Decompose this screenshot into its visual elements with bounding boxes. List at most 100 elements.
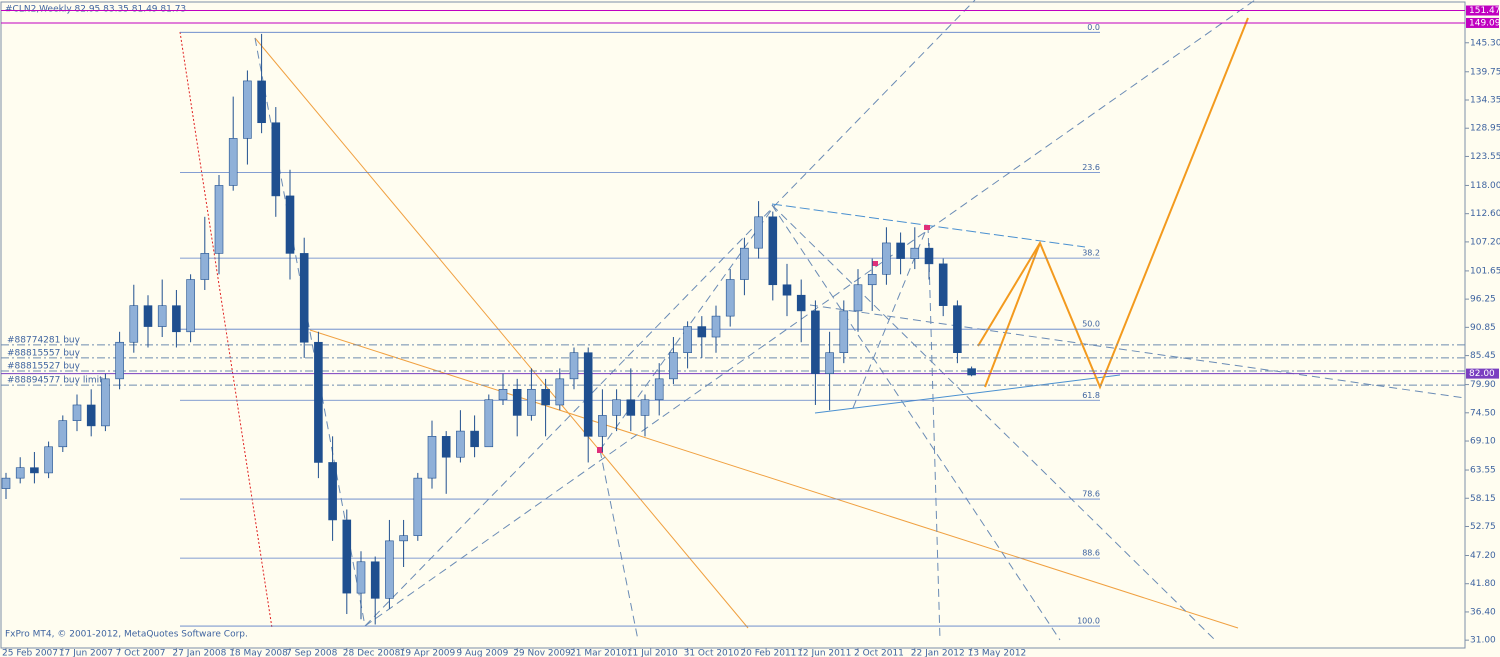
candle-body	[825, 352, 834, 374]
candle-body	[654, 378, 664, 401]
candle-body	[938, 263, 948, 306]
candle-body	[314, 341, 323, 463]
candle-body	[58, 420, 68, 448]
y-tick-label: 123.55	[1470, 152, 1500, 162]
fibo-label: 23.6	[1082, 163, 1100, 172]
y-tick-label: 52.75	[1470, 522, 1496, 532]
candle-body	[228, 138, 238, 186]
candle-body	[683, 326, 692, 354]
marker	[872, 261, 878, 266]
order-label: #88815527 buy	[7, 361, 81, 371]
y-tick-label: 58.15	[1470, 494, 1496, 504]
candle-body	[413, 477, 423, 536]
x-tick-label: 7 Sep 2008	[286, 649, 338, 657]
candle-body	[200, 253, 210, 280]
candle-body	[498, 388, 508, 401]
candle-body	[796, 294, 806, 312]
candle-body	[427, 436, 437, 479]
y-tick-label: 41.80	[1470, 579, 1496, 589]
candle-body	[896, 242, 905, 259]
candle-body	[953, 305, 962, 354]
candle-body	[754, 216, 763, 249]
price-label-box	[1466, 5, 1499, 16]
candle-body	[711, 315, 721, 338]
candle-body	[385, 540, 394, 599]
x-tick-label: 19 Apr 2009	[400, 649, 456, 657]
candle-body	[356, 561, 366, 594]
candle-body	[370, 561, 380, 599]
price-label: 82.00	[1469, 369, 1495, 379]
x-tick-label: 31 Oct 2010	[684, 649, 740, 657]
y-tick-label: 112.60	[1470, 209, 1500, 219]
fibo-label: 38.2	[1082, 249, 1100, 258]
red-trendline	[179, 31, 273, 629]
x-tick-label: 22 Jan 2012	[911, 649, 965, 657]
y-tick-label: 63.55	[1470, 466, 1496, 476]
candle-body	[342, 519, 352, 594]
candle-body	[569, 352, 579, 380]
candle-body	[1, 477, 11, 489]
candle-body	[527, 388, 536, 416]
candle-body	[740, 247, 749, 280]
dashed-line	[927, 224, 941, 641]
marker	[597, 447, 603, 453]
x-tick-label: 28 Dec 2008	[343, 649, 401, 657]
chart-header: #CLN2,Weekly 82.95 83.35 81.49 81.73	[5, 5, 186, 15]
projection-zigzag	[984, 242, 1041, 388]
candle-body	[214, 185, 224, 254]
x-tick-label: 27 Jan 2008	[172, 649, 226, 657]
candle-body	[910, 247, 920, 259]
candle-body	[640, 399, 650, 416]
candle-body	[271, 122, 281, 197]
y-tick-label: 118.00	[1470, 181, 1500, 191]
price-label: 149.09	[1469, 18, 1500, 28]
candle-body	[470, 430, 479, 448]
x-tick-label: 17 Jun 2007	[59, 649, 113, 657]
price-label-box	[1466, 368, 1499, 379]
y-tick-label: 134.35	[1470, 95, 1500, 105]
candle-body	[967, 368, 976, 376]
candle-body	[484, 399, 494, 448]
y-tick-label: 69.10	[1470, 437, 1496, 447]
candle-body	[697, 326, 707, 338]
x-tick-label: 25 Feb 2007	[2, 649, 58, 657]
candle-body	[768, 216, 778, 286]
x-tick-label: 9 Aug 2009	[456, 649, 508, 657]
order-label: #88774281 buy	[7, 335, 81, 345]
plot-frame	[0, 1, 1466, 649]
y-tick-label: 74.50	[1470, 408, 1496, 418]
fibo-label: 50.0	[1082, 320, 1100, 329]
candle-body	[44, 446, 53, 474]
candle-body	[129, 305, 139, 343]
y-tick-label: 79.90	[1470, 380, 1496, 390]
candle-body	[441, 436, 451, 458]
price-label: 151.47	[1469, 6, 1500, 16]
y-tick-label: 36.40	[1470, 607, 1496, 617]
y-tick-label: 96.25	[1470, 295, 1496, 305]
fibo-label: 0.0	[1087, 23, 1100, 32]
channel-line	[814, 374, 1121, 414]
candle-body	[186, 279, 195, 333]
candle-body	[512, 388, 522, 416]
fibo-label: 100.0	[1077, 617, 1100, 626]
candle-body	[399, 535, 408, 542]
x-tick-label: 29 Nov 2009	[513, 649, 571, 657]
y-tick-label: 85.45	[1470, 351, 1496, 361]
projection-zigzag	[977, 17, 1249, 390]
candle-body	[725, 279, 735, 317]
y-tick-label: 128.95	[1470, 124, 1500, 134]
candle-body	[839, 310, 849, 354]
candle-body	[115, 341, 124, 380]
candle-body	[598, 415, 607, 437]
candle-body	[811, 310, 820, 374]
candle-body	[86, 404, 96, 427]
x-tick-label: 11 Jul 2010	[627, 649, 678, 657]
candle-body	[924, 247, 934, 265]
candle-body	[882, 242, 891, 275]
x-tick-label: 21 Mar 2010	[570, 649, 627, 657]
orange-trendline	[254, 37, 749, 629]
y-tick-label: 145.30	[1470, 38, 1500, 48]
fibo-label: 88.6	[1082, 549, 1100, 558]
dashed-line	[599, 449, 639, 641]
candle-body	[172, 305, 181, 333]
